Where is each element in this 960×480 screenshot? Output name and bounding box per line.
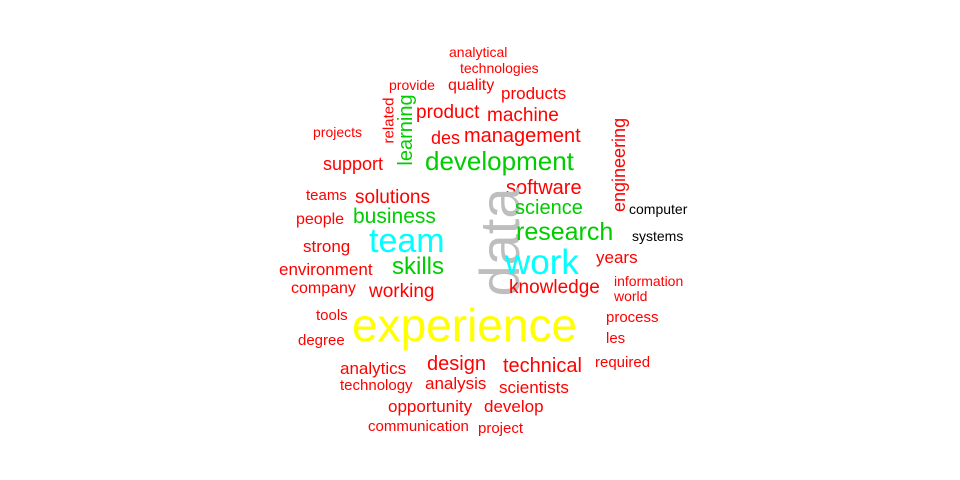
word-projects: projects (313, 124, 363, 140)
word-years: years (596, 248, 638, 267)
word-provide: provide (389, 77, 435, 93)
word-opportunity: opportunity (388, 397, 473, 416)
word-quality: quality (448, 77, 495, 94)
word-research: research (516, 218, 614, 246)
word-work: work (505, 243, 579, 282)
word-teams: teams (306, 187, 347, 204)
word-strong: strong (303, 237, 351, 256)
word-product: product (416, 102, 480, 123)
word-management: management (464, 125, 581, 147)
word-analysis: analysis (425, 374, 487, 393)
word-products: products (501, 84, 567, 103)
word-analytics: analytics (340, 359, 407, 378)
word-design: design (427, 353, 486, 375)
word-world: world (614, 288, 648, 304)
word-technical: technical (503, 355, 582, 377)
word-systems: systems (632, 228, 684, 244)
word-computer: computer (629, 201, 688, 217)
word-knowledge: knowledge (509, 277, 600, 298)
word-support: support (323, 154, 384, 174)
word-technology: technology (340, 377, 413, 394)
word-development: development (425, 146, 574, 176)
word-degree: degree (298, 332, 345, 349)
word-software: software (506, 177, 582, 199)
word-process: process (606, 309, 659, 326)
word-required: required (595, 354, 651, 371)
word-working: working (369, 281, 435, 302)
word-science: science (515, 197, 583, 219)
word-business: business (353, 205, 436, 228)
word-environment: environment (279, 260, 373, 279)
word-team: team (369, 222, 445, 260)
word-develop: develop (484, 397, 544, 416)
word-experience: experience (352, 299, 578, 351)
word-scientists: scientists (499, 378, 569, 397)
word-des: des (431, 128, 461, 148)
word-tools: tools (316, 307, 348, 324)
word-engineering: engineering (609, 117, 629, 212)
word-information: information (614, 273, 684, 289)
word-company: company (291, 280, 356, 297)
word-les: les (606, 330, 626, 347)
word-learning: learning (395, 94, 417, 166)
word-solutions: solutions (355, 187, 430, 208)
word-technologies: technologies (460, 60, 539, 76)
word-people: people (296, 211, 345, 228)
word-communication: communication (368, 418, 469, 435)
word-machine: machine (487, 105, 559, 126)
word-project: project (478, 420, 524, 437)
word-analytical: analytical (449, 44, 508, 60)
word-skills: skills (392, 253, 444, 280)
